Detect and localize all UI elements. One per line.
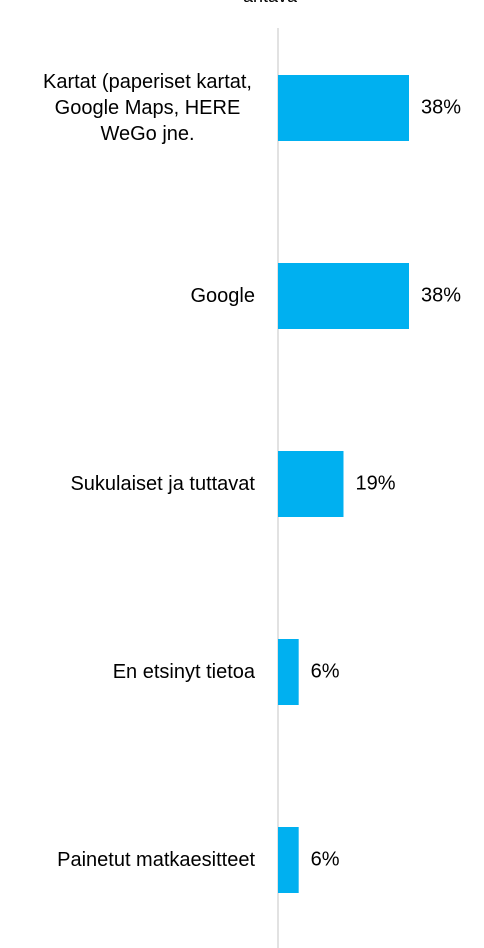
- category-label-box: Kartat (paperiset kartat, Google Maps, H…: [10, 28, 255, 188]
- bar: [278, 263, 409, 329]
- category-label: En etsinyt tietoa: [112, 661, 255, 683]
- category-label-box: Painetut matkaesitteet: [10, 780, 255, 940]
- category-label-box: En etsinyt tietoa: [10, 592, 255, 752]
- category-label-box: Sukulaiset ja tuttavat: [10, 404, 255, 564]
- value-label: 19%: [356, 472, 396, 494]
- value-label: 6%: [311, 660, 340, 682]
- category-label: Painetut matkaesitteet: [57, 849, 255, 871]
- category-label: Sukulaiset ja tuttavat: [70, 473, 255, 495]
- category-label: Kartat (paperiset kartat, Google Maps, H…: [43, 71, 252, 145]
- category-label-box: Google: [10, 216, 256, 376]
- bar: [278, 75, 409, 141]
- value-label: 38%: [421, 96, 461, 118]
- chart-title: antava: [0, 0, 484, 7]
- bar: [278, 639, 299, 705]
- value-label: 6%: [311, 848, 340, 870]
- bar: [278, 451, 344, 517]
- value-label: 38%: [421, 284, 461, 306]
- category-label: Google: [190, 285, 256, 307]
- bar: [278, 827, 299, 893]
